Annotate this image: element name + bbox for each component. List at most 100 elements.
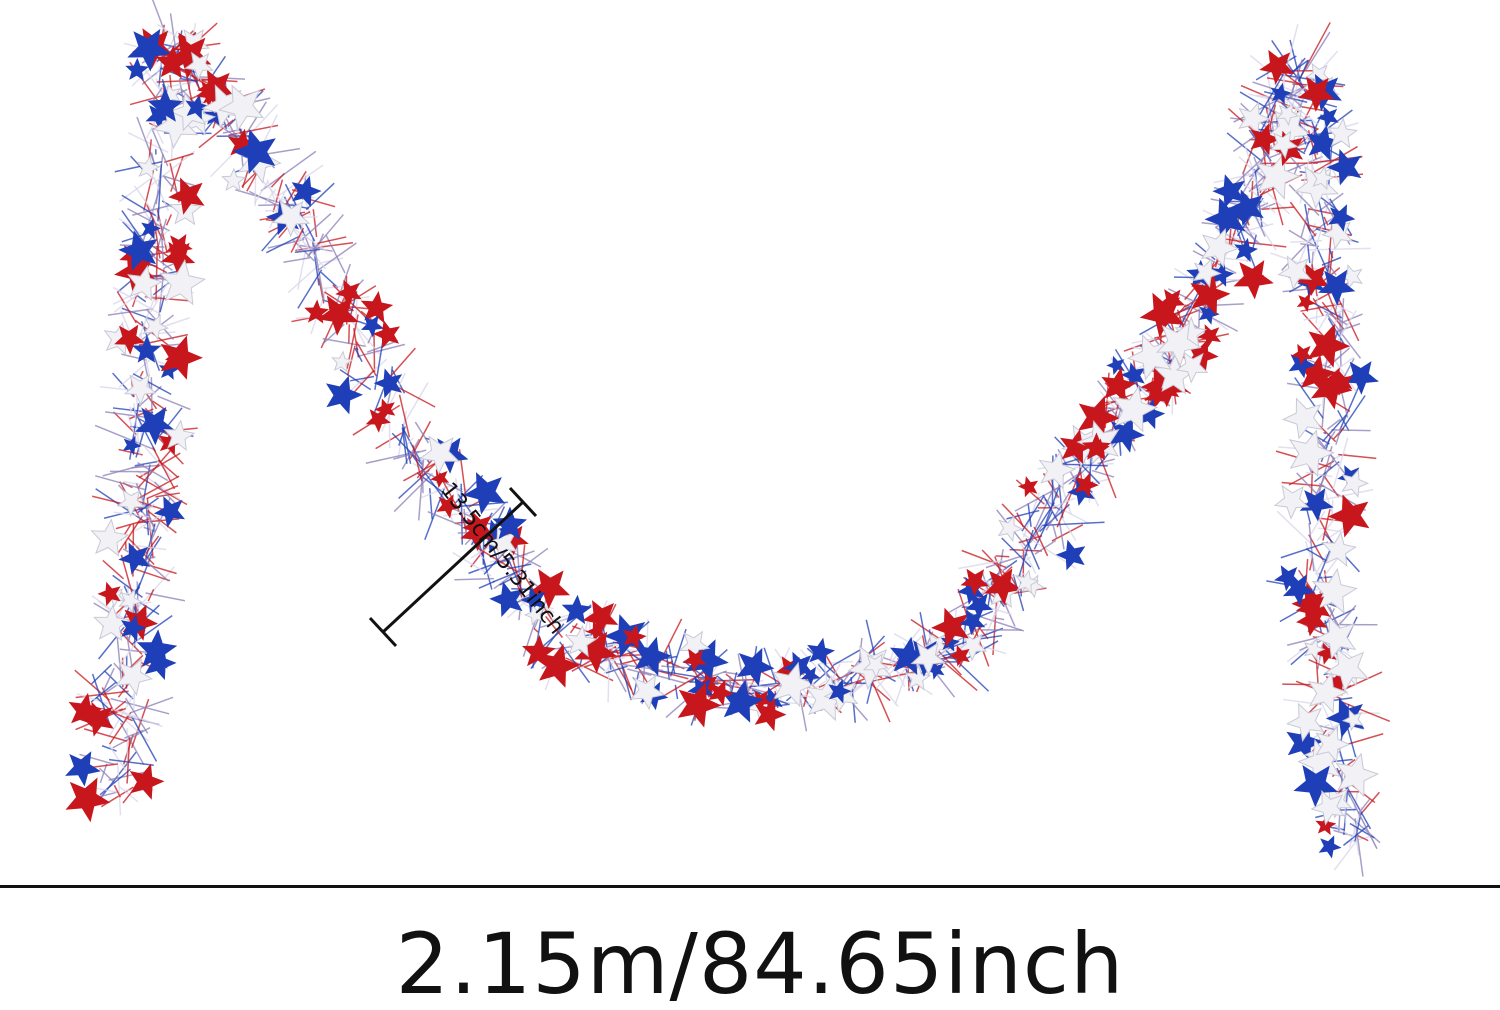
star-icon [486,526,518,560]
tinsel-strand [1021,496,1044,532]
tinsel-strand [493,547,549,590]
star-icon [79,701,114,737]
width-dimension-marker [368,486,538,648]
tinsel-strand [91,763,118,769]
tinsel-strand [94,424,154,450]
star-icon [436,494,461,519]
tinsel-strand [102,559,125,580]
tinsel-strand [133,690,136,710]
tinsel-strand [1317,192,1344,213]
tinsel-strand [155,246,159,301]
star-icon [1158,289,1186,315]
tinsel-strand [1290,240,1323,243]
tinsel-strand [533,628,539,633]
tinsel-strand [137,497,159,514]
star-icon [1228,189,1264,227]
tinsel-strand [1288,184,1320,217]
star-icon [720,679,764,723]
tinsel-strand [1249,54,1277,78]
star-icon [1311,567,1358,614]
tinsel-strand [763,647,777,684]
tinsel-strand [499,550,535,564]
star-icon [430,469,450,488]
star-icon [1081,432,1111,461]
tinsel-strand [121,710,163,728]
star-icon [335,279,362,307]
tinsel-strand [118,217,145,237]
star-icon [232,129,276,175]
tinsel-strand [149,150,196,187]
star-icon [118,588,143,614]
star-icon [372,320,400,349]
tinsel-strand [463,508,468,538]
tinsel-strand [737,653,745,683]
tinsel-strand [266,235,300,254]
star-icon [136,155,161,180]
star-icon [121,614,147,642]
star-icon [1315,814,1337,836]
tinsel-strand [264,188,277,205]
tinsel-strand [348,324,351,344]
star-icon [904,664,932,691]
tinsel-strand [111,707,138,720]
tinsel-strand [144,559,170,582]
star-icon [1314,616,1357,660]
tinsel-strand [116,515,144,555]
tinsel-strand [749,683,767,689]
star-icon [1212,174,1245,209]
tinsel-strand [475,546,518,573]
tinsel-strand [122,601,152,609]
tinsel-strand [137,461,169,482]
star-icon [165,348,185,368]
tinsel-strand [1307,247,1371,251]
tinsel-strand [1310,510,1326,535]
star-icon [537,643,581,688]
star-icon [1075,472,1099,498]
star-icon [949,645,970,667]
tinsel-strand [1323,431,1327,435]
star-icon [708,679,734,707]
star-icon [155,45,190,79]
tinsel-strand [132,204,173,217]
tinsel-strand [468,556,512,575]
tinsel-strand [1286,639,1316,663]
star-icon [365,408,391,433]
tinsel-strand [1345,723,1357,758]
tinsel-strand [910,618,943,642]
tinsel-strand [157,164,163,222]
tinsel-strand [1347,791,1378,849]
star-icon [116,489,146,518]
star-icon [960,568,989,597]
star-icon [1109,416,1145,453]
tinsel-strand [958,559,1004,570]
tinsel-strand [1019,541,1037,574]
tinsel-strand [1281,481,1325,487]
tinsel-strand [896,667,907,680]
star-icon [463,472,506,515]
star-icon [736,647,775,687]
tinsel-strand [113,784,122,798]
tinsel-strand [290,227,305,253]
tinsel-strand [1299,158,1310,204]
tinsel-strand [112,574,143,598]
star-icon [1307,323,1351,368]
tinsel-strand [516,543,520,574]
tinsel-strand [995,555,1010,558]
tinsel-strand [1332,437,1349,490]
star-icon [1291,343,1313,366]
tinsel-strand [1358,791,1380,817]
star-icon [118,230,158,271]
tinsel-strand [1043,499,1090,525]
tinsel-strand [569,622,578,634]
tinsel-strand [242,101,267,141]
tinsel-strand [153,481,180,508]
tinsel-strand [102,463,145,477]
tinsel-strand [127,207,170,232]
star-icon [168,177,205,215]
tinsel-strand [118,354,156,388]
tinsel-strand [1042,494,1059,522]
tinsel-strand [109,470,153,473]
tinsel-strand [1001,537,1032,568]
tinsel-strand [354,347,363,363]
star-icon [926,660,945,680]
